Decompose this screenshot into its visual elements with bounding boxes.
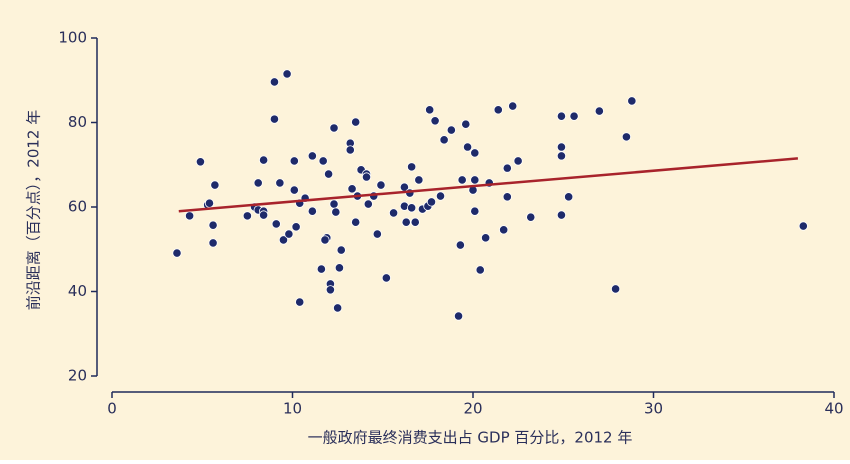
point	[455, 240, 465, 250]
point	[410, 217, 420, 227]
point	[376, 180, 386, 190]
point	[325, 285, 336, 295]
point	[470, 148, 480, 158]
point	[627, 96, 637, 106]
point	[269, 77, 280, 87]
point	[208, 238, 218, 248]
point	[430, 116, 440, 126]
point	[798, 221, 808, 231]
point	[508, 101, 518, 111]
point	[372, 229, 382, 239]
point	[210, 180, 220, 190]
point	[331, 207, 341, 217]
point	[493, 105, 503, 115]
point	[526, 212, 536, 222]
point	[401, 217, 411, 227]
point	[453, 311, 464, 321]
point	[475, 265, 485, 275]
y-tick-label: 80	[68, 113, 87, 131]
point	[333, 303, 343, 313]
point	[457, 175, 467, 185]
point	[414, 175, 424, 185]
x-tick-label: 20	[463, 400, 482, 418]
point	[204, 198, 215, 208]
point	[381, 273, 391, 283]
point	[351, 117, 361, 127]
point	[329, 199, 339, 209]
point	[275, 178, 285, 188]
point	[351, 217, 361, 227]
point	[289, 185, 299, 195]
point	[269, 114, 280, 124]
point	[259, 155, 269, 165]
point	[439, 135, 449, 145]
x-tick-label: 0	[107, 400, 117, 418]
point	[291, 222, 301, 232]
y-axis-label: 前沿距离（百分点），2012 年	[25, 110, 43, 310]
point	[318, 156, 328, 166]
point	[253, 178, 263, 188]
point	[446, 125, 456, 135]
point	[499, 225, 509, 235]
point	[481, 233, 491, 243]
point	[289, 156, 299, 166]
point	[185, 211, 195, 221]
x-tick-label: 10	[283, 400, 302, 418]
point	[323, 169, 334, 179]
point	[361, 172, 372, 182]
point	[407, 162, 417, 172]
point	[556, 111, 567, 121]
point	[556, 210, 567, 220]
point	[295, 297, 305, 307]
y-tick-label: 20	[68, 367, 87, 385]
point	[435, 191, 446, 201]
point	[425, 105, 435, 115]
point	[594, 106, 604, 116]
point	[426, 197, 437, 207]
y-tick-label: 100	[58, 29, 87, 47]
point	[195, 157, 206, 167]
y-tick-label: 60	[68, 198, 87, 216]
point	[502, 192, 512, 202]
point	[461, 119, 471, 129]
point	[621, 132, 632, 142]
point	[564, 192, 574, 202]
x-tick-label: 40	[824, 400, 843, 418]
point	[284, 229, 294, 239]
point	[388, 208, 399, 218]
point	[208, 220, 218, 230]
point	[271, 219, 281, 229]
point	[470, 206, 480, 216]
trend-line	[178, 157, 799, 213]
point	[307, 206, 317, 216]
point	[407, 203, 417, 213]
point	[316, 264, 326, 274]
point	[556, 151, 567, 161]
point	[513, 156, 523, 166]
x-tick-label: 30	[644, 400, 663, 418]
point	[462, 142, 473, 152]
x-axis-label: 一般政府最终消费支出占 GDP 百分比，2012 年	[308, 429, 633, 447]
point	[278, 235, 289, 245]
point	[334, 263, 345, 273]
point	[347, 184, 357, 194]
point	[320, 235, 330, 245]
y-tick-label: 40	[68, 282, 87, 300]
point	[329, 123, 339, 133]
point	[336, 245, 346, 255]
point	[502, 163, 512, 173]
point	[242, 211, 252, 221]
point	[172, 248, 182, 258]
point	[610, 284, 621, 294]
point	[259, 210, 269, 220]
point	[307, 151, 317, 161]
point	[282, 69, 292, 79]
point	[556, 142, 567, 152]
point	[363, 199, 373, 209]
point	[569, 111, 579, 121]
point	[345, 145, 355, 155]
point	[470, 175, 480, 185]
